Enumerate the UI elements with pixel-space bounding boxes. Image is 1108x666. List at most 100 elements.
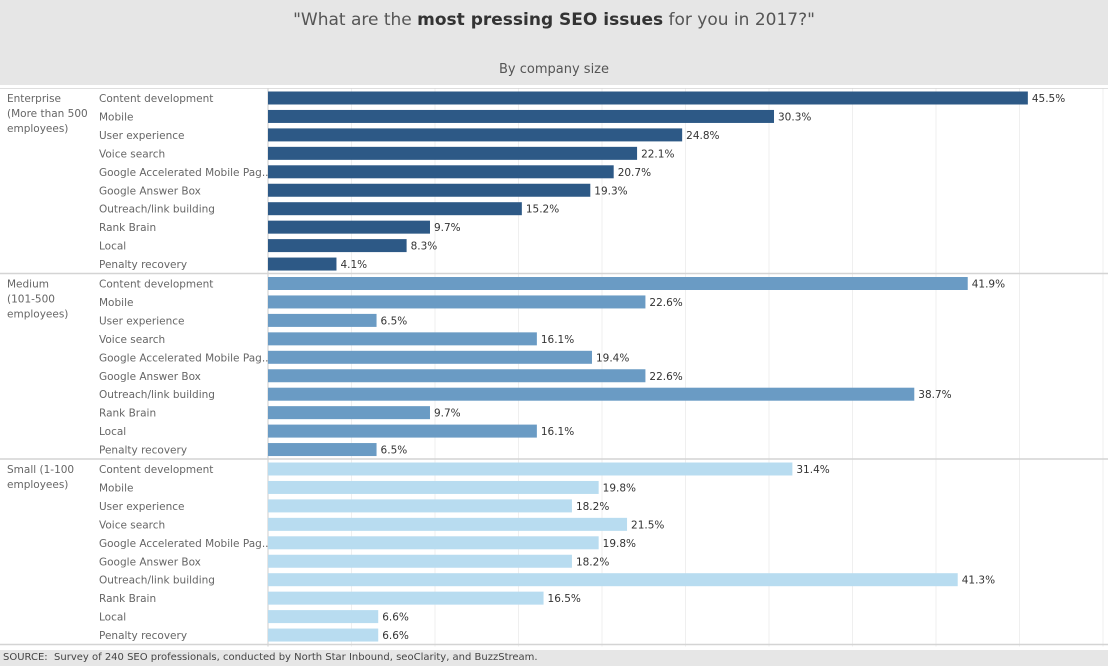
group-label: employees) [7, 309, 68, 321]
bar [268, 499, 572, 513]
bar [268, 610, 379, 624]
bar [268, 220, 430, 234]
chart-subtitle: By company size [499, 62, 609, 77]
bar [268, 573, 958, 587]
category-label: Voice search [99, 148, 165, 160]
bar [268, 591, 544, 605]
bar [268, 480, 599, 494]
data-label: 8.3% [411, 241, 438, 253]
data-label: 22.6% [649, 297, 682, 309]
bar [268, 536, 599, 550]
category-label: Local [99, 426, 126, 438]
category-label: User experience [99, 501, 184, 513]
group-label: employees) [7, 123, 68, 135]
source-text: Survey of 240 SEO professionals, conduct… [54, 652, 538, 663]
category-label: Google Answer Box [99, 556, 201, 568]
data-label: 9.7% [434, 222, 461, 234]
bar [268, 91, 1028, 105]
bar [268, 387, 915, 401]
data-label: 24.8% [686, 130, 719, 142]
bar [268, 313, 377, 327]
bar [268, 165, 614, 179]
data-label: 19.8% [603, 538, 636, 550]
category-label: Penalty recovery [99, 445, 187, 457]
category-label: Google Answer Box [99, 371, 201, 383]
group-label: Enterprise [7, 93, 61, 105]
data-label: 9.7% [434, 408, 461, 420]
category-label: Outreach/link building [99, 389, 215, 401]
data-label: 15.2% [526, 204, 559, 216]
category-label: Mobile [99, 111, 133, 123]
bar [268, 350, 592, 364]
bar [268, 277, 968, 290]
data-label: 16.1% [541, 334, 574, 346]
category-label: Google Accelerated Mobile Pag.. [99, 352, 269, 364]
category-label: Local [99, 612, 126, 624]
category-label: Local [99, 241, 126, 253]
source-footer: SOURCE: Survey of 240 SEO professionals,… [0, 650, 1108, 666]
category-label: Content development [99, 279, 213, 291]
group-label: Small (1-100 [7, 464, 74, 476]
data-label: 19.8% [603, 482, 636, 494]
data-label: 6.5% [381, 445, 408, 457]
category-label: Google Answer Box [99, 185, 201, 197]
category-label: Content development [99, 464, 213, 476]
category-label: Content development [99, 93, 213, 105]
bar [268, 443, 377, 457]
data-label: 20.7% [618, 167, 651, 179]
category-label: Penalty recovery [99, 259, 187, 271]
category-label: Google Accelerated Mobile Pag.. [99, 538, 269, 550]
data-label: 6.6% [382, 630, 409, 642]
title-suffix: for you in 2017?" [663, 10, 815, 30]
category-label: Outreach/link building [99, 575, 215, 587]
data-label: 4.1% [340, 259, 367, 271]
data-label: 6.6% [382, 612, 409, 624]
data-label: 31.4% [796, 464, 829, 476]
bar [268, 406, 430, 420]
chart-title: "What are the most pressing SEO issues f… [0, 10, 1108, 30]
title-bold: most pressing SEO issues [417, 10, 664, 30]
bar [268, 628, 379, 642]
source-label: SOURCE: [3, 652, 48, 663]
category-label: Voice search [99, 334, 165, 346]
data-label: 19.4% [596, 352, 629, 364]
bar [268, 202, 522, 216]
data-label: 19.3% [594, 185, 627, 197]
category-label: Mobile [99, 482, 133, 494]
group-label: employees) [7, 479, 68, 491]
category-label: Rank Brain [99, 408, 156, 420]
category-label: Penalty recovery [99, 630, 187, 642]
bar [268, 109, 775, 123]
category-label: Google Accelerated Mobile Pag.. [99, 167, 269, 179]
bar [268, 369, 646, 383]
bar [268, 183, 591, 197]
data-label: 18.2% [576, 501, 609, 513]
bar-chart: Enterprise (More than 500 employees) Conten… [0, 88, 1108, 647]
bar [268, 146, 638, 160]
category-label: Voice search [99, 519, 165, 531]
data-label: 16.1% [541, 426, 574, 438]
data-label: 21.5% [631, 519, 664, 531]
data-label: 16.5% [548, 593, 581, 605]
bar [268, 462, 793, 476]
data-label: 45.5% [1032, 93, 1065, 105]
category-label: Rank Brain [99, 222, 156, 234]
category-label: User experience [99, 130, 184, 142]
data-label: 22.1% [641, 148, 674, 160]
category-label: User experience [99, 315, 184, 327]
data-label: 30.3% [778, 111, 811, 123]
bar [268, 128, 683, 142]
data-label: 41.9% [972, 279, 1005, 291]
bar [268, 424, 537, 438]
bar [268, 332, 537, 346]
data-label: 38.7% [918, 389, 951, 401]
title-prefix: "What are the [293, 10, 418, 30]
group-label: (101-500 [7, 294, 55, 306]
data-label: 18.2% [576, 556, 609, 568]
bar [268, 517, 628, 531]
bar [268, 295, 646, 309]
category-label: Rank Brain [99, 593, 156, 605]
group-label: Medium [7, 279, 49, 291]
data-label: 6.5% [381, 315, 408, 327]
category-label: Mobile [99, 297, 133, 309]
